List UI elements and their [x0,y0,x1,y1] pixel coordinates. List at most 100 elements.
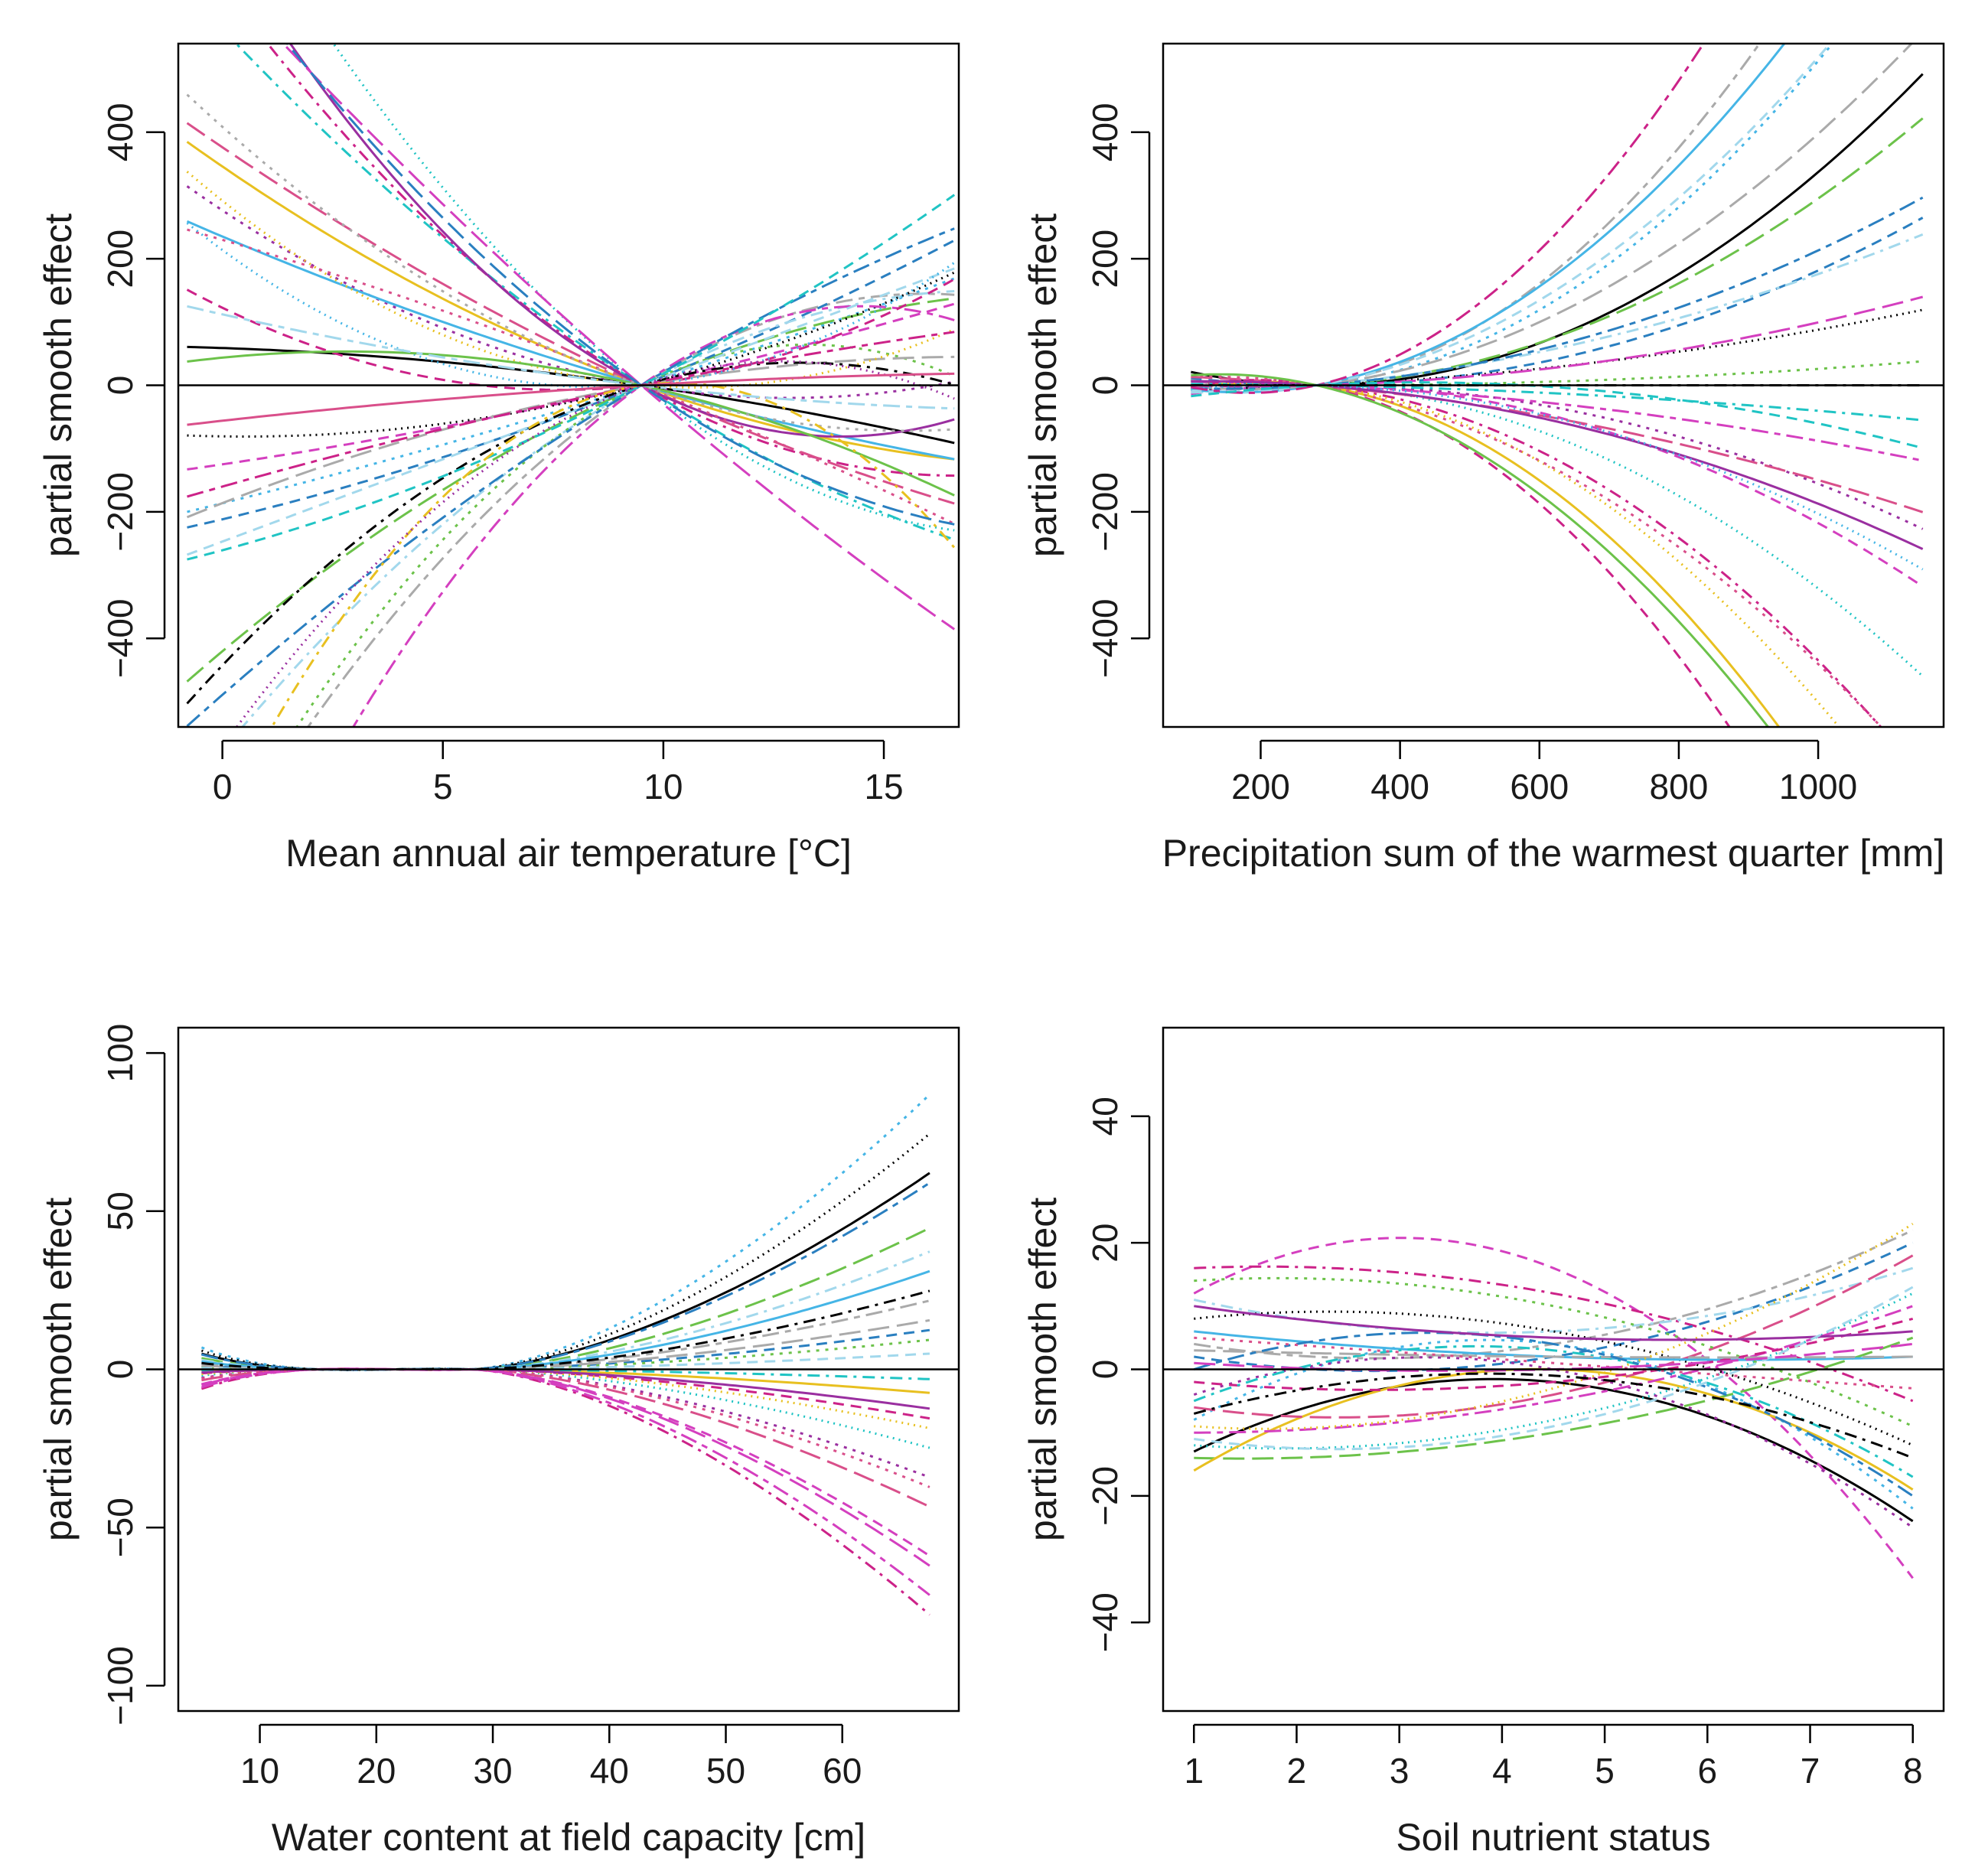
series-line-13 [200,1133,930,1371]
x-tick-label: 1000 [1779,767,1857,807]
series-line-11 [1193,1266,1914,1335]
chart-panel-3: 10 20 30 40 50 60 −100 −50 0 50 100 Water content a… [37,1024,960,1859]
series-line-22 [1191,380,1924,550]
series-line-14 [351,305,955,727]
series-line-27 [186,222,956,389]
x-tick-label: 800 [1650,767,1709,807]
series-line-3 [1193,1338,1914,1510]
series-line-28 [187,331,955,498]
x-tick-label: 20 [357,1751,396,1791]
x-tick-label: 200 [1231,767,1290,807]
series-line-23 [201,1352,930,1370]
y-tick-label: −400 [100,598,140,678]
series-line-18 [201,1368,930,1380]
series-group [186,44,956,727]
y-tick-label: 100 [100,1024,140,1083]
series-line-13 [1191,308,1924,390]
series-line-2 [201,1367,930,1557]
y-tick-label: 0 [1085,1360,1125,1380]
series-line-16 [201,1367,930,1420]
x-tick-label: 0 [213,767,233,807]
series-line-5 [186,297,955,683]
x-tick-label: 10 [240,1751,279,1791]
series-line-24 [1191,375,1883,727]
series-line-21 [1193,1331,1914,1498]
series-line-25 [186,361,955,705]
y-tick-label: −50 [100,1498,140,1557]
x-tick-label: 7 [1801,1751,1820,1791]
series-line-3 [200,1093,930,1371]
series-line-12 [186,122,955,505]
x-tick-label: 5 [433,767,453,807]
chart-panel-2: 200 400 600 800 1000 −400 −200 0 200 400 Precipita… [1022,42,1944,875]
y-tick-label: −100 [100,1646,140,1726]
series-line-1 [201,1172,930,1371]
series-line-22 [1194,1305,1913,1341]
series-line-11 [1191,233,1924,394]
x-tick-label: 3 [1390,1751,1410,1791]
series-line-23 [1194,1286,1914,1451]
x-tick-label: 5 [1595,1751,1615,1791]
series-line-1 [1191,73,1924,386]
series-line-27 [1191,383,1924,571]
series-line-21 [1191,196,1924,390]
x-tick-label: 6 [1698,1751,1718,1791]
series-line-5 [1194,1336,1914,1460]
series-line-3 [1191,44,1834,389]
y-tick-label: 400 [100,103,140,161]
series-line-33 [285,44,955,526]
y-tick-label: −200 [1085,472,1125,552]
plot-frame [1162,1026,1945,1713]
series-line-12 [1194,1254,1914,1419]
series-line-9 [201,1328,930,1371]
y-axis-label: partial smooth effect [1022,1198,1064,1541]
series-line-16 [1191,379,1731,727]
chart-panel-1: 0 5 10 15 −400 −200 0 200 400 Mean annual air tem… [37,42,960,875]
x-tick-label: 600 [1510,767,1569,807]
y-tick-label: −40 [1085,1592,1125,1652]
x-tick-label: 2 [1287,1751,1307,1791]
y-tick-label: −20 [1085,1466,1125,1526]
y-axis-label: partial smooth effect [1022,213,1064,557]
series-line-23 [186,267,955,556]
series-line-25 [1193,1372,1914,1459]
series-line-16 [186,278,955,391]
series-line-18 [1193,1344,1914,1478]
series-line-34 [235,360,955,727]
series-line-21 [201,1181,930,1371]
series-line-24 [1194,1336,1913,1390]
series-line-9 [1191,217,1924,386]
x-axis-label: Water content at field capacity [cm] [272,1816,865,1859]
series-line-20 [201,1367,930,1429]
series-line-15 [186,220,955,461]
y-tick-label: 0 [100,1360,140,1380]
series-line-32 [270,381,956,727]
y-tick-label: 200 [100,230,140,288]
y-axis-label: partial smooth effect [37,1198,80,1541]
series-group [1193,1223,1914,1579]
y-tick-label: 0 [100,376,140,396]
series-line-4 [266,44,955,477]
series-line-4 [200,1367,930,1616]
y-tick-label: 200 [1085,230,1125,288]
series-line-26 [201,1367,930,1567]
y-axis-label: partial smooth effect [37,213,80,557]
series-line-28 [1191,44,1706,394]
x-tick-label: 50 [706,1751,745,1791]
series-line-16 [1194,1317,1914,1391]
series-line-20 [186,171,955,389]
y-tick-label: 40 [1085,1097,1125,1136]
series-line-11 [240,290,955,727]
series-line-23 [1191,44,1832,393]
series-line-14 [200,1367,930,1596]
x-tick-label: 4 [1492,1751,1512,1791]
chart-panel-4: 1 2 3 4 5 6 7 8 −40 −20 0 20 40 Soil nutrient status p… [1022,1026,1945,1859]
series-line-4 [1191,382,1882,727]
y-tick-label: −200 [100,472,140,552]
x-tick-label: 60 [823,1751,862,1791]
series-line-4 [1194,1265,1914,1403]
series-line-20 [1194,1223,1914,1430]
series-line-35 [187,305,955,410]
